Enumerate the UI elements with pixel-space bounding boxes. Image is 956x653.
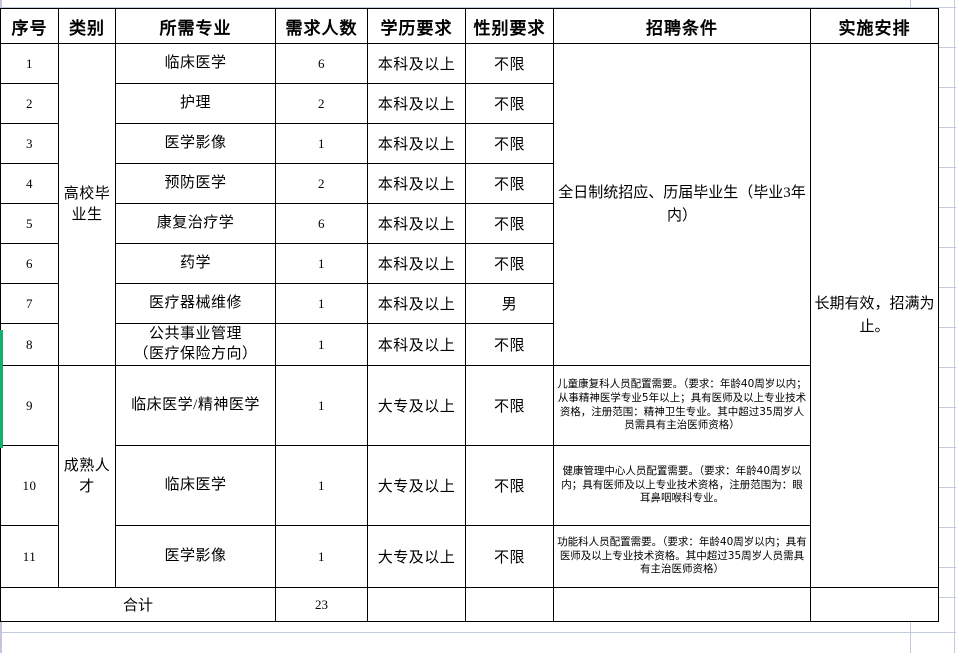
cell-seq: 4 <box>0 163 59 204</box>
cell-count: 6 <box>275 43 368 84</box>
cell-seq: 1 <box>0 43 59 84</box>
cell-seq: 3 <box>0 123 59 164</box>
table-row: 2 护理 2 本科及以上 不限 <box>0 83 939 124</box>
cell-degree: 本科及以上 <box>367 123 466 164</box>
cell-count: 1 <box>275 323 368 366</box>
cell-seq: 5 <box>0 203 59 244</box>
cell-total-gender-empty <box>465 587 554 622</box>
cell-count: 1 <box>275 283 368 324</box>
table-row: 10 临床医学 1 大专及以上 不限 健康管理中心人员配置需要。（要求：年龄40… <box>0 445 939 526</box>
cell-gender: 不限 <box>465 525 554 588</box>
cell-seq: 2 <box>0 83 59 124</box>
cell-major: 公共事业管理 （医疗保险方向） <box>115 323 276 366</box>
cell-degree: 本科及以上 <box>367 83 466 124</box>
cell-degree: 本科及以上 <box>367 203 466 244</box>
cell-condition-graduates: 全日制统招应、历届毕业生（毕业3年内） <box>553 43 811 366</box>
recruitment-plan-table-wrapper: 序号 类别 所需专业 需求人数 学历要求 性别要求 招聘条件 实施安排 1 高校… <box>0 8 939 622</box>
table-row: 11 医学影像 1 大专及以上 不限 功能科人员配置需要。（要求：年龄40周岁以… <box>0 525 939 588</box>
cell-gender: 不限 <box>465 43 554 84</box>
column-header-major: 所需专业 <box>115 8 276 44</box>
cell-major: 医学影像 <box>115 123 276 164</box>
cell-degree: 大专及以上 <box>367 365 466 446</box>
cell-count: 1 <box>275 445 368 526</box>
cell-condition: 儿童康复科人员配置需要。（要求：年龄40周岁以内；从事精神医学专业5年以上；具有… <box>553 365 811 446</box>
cell-gender: 男 <box>465 283 554 324</box>
table-row: 8 公共事业管理 （医疗保险方向） 1 本科及以上 不限 <box>0 323 939 366</box>
cell-gender: 不限 <box>465 203 554 244</box>
cell-gender: 不限 <box>465 123 554 164</box>
cell-major: 护理 <box>115 83 276 124</box>
column-header-degree: 学历要求 <box>367 8 466 44</box>
table-row: 1 高校毕 业生 临床医学 6 本科及以上 不限 全日制统招应、历届毕业生（毕业… <box>0 43 939 588</box>
cell-seq: 10 <box>0 445 59 526</box>
cell-schedule-merged: 长期有效，招满为止。 <box>810 43 939 588</box>
cell-total-value: 23 <box>275 587 368 622</box>
cell-major: 康复治疗学 <box>115 203 276 244</box>
cell-condition: 健康管理中心人员配置需要。（要求：年龄40周岁以内；具有医师及以上专业技术资格，… <box>553 445 811 526</box>
column-header-schedule: 实施安排 <box>810 8 939 44</box>
column-header-gender: 性别要求 <box>465 8 554 44</box>
table-row: 9 成熟人 才 临床医学/精神医学 1 大专及以上 不限 儿童康复科人员配置需要… <box>0 365 939 588</box>
cell-degree: 大专及以上 <box>367 445 466 526</box>
cell-seq: 7 <box>0 283 59 324</box>
cell-major: 医学影像 <box>115 525 276 588</box>
cell-degree: 本科及以上 <box>367 243 466 284</box>
cell-seq: 11 <box>0 525 59 588</box>
table-row: 3 医学影像 1 本科及以上 不限 <box>0 123 939 164</box>
cell-major: 临床医学 <box>115 445 276 526</box>
cell-count: 2 <box>275 163 368 204</box>
category-label-experienced: 成熟人 才 <box>63 458 111 495</box>
cell-count: 1 <box>275 525 368 588</box>
cell-count: 2 <box>275 83 368 124</box>
cell-count: 6 <box>275 203 368 244</box>
cell-degree: 本科及以上 <box>367 163 466 204</box>
table-total-row: 合计 23 <box>0 587 939 622</box>
cell-total-schedule-empty <box>810 587 939 622</box>
column-header-seq: 序号 <box>0 8 59 44</box>
cell-degree: 本科及以上 <box>367 323 466 366</box>
table-row: 7 医疗器械维修 1 本科及以上 男 <box>0 283 939 324</box>
cell-gender: 不限 <box>465 323 554 366</box>
cell-count: 1 <box>275 365 368 446</box>
cell-gender: 不限 <box>465 365 554 446</box>
cell-seq: 8 <box>0 323 59 366</box>
column-header-count: 需求人数 <box>275 8 368 44</box>
cell-gender: 不限 <box>465 445 554 526</box>
cell-major: 临床医学 <box>115 43 276 84</box>
cell-gender: 不限 <box>465 163 554 204</box>
cell-total-condition-empty <box>553 587 811 622</box>
cell-condition: 功能科人员配置需要。（要求：年龄40周岁以内；具有医师及以上专业技术资格。其中超… <box>553 525 811 588</box>
column-header-condition: 招聘条件 <box>553 8 811 44</box>
cell-major: 预防医学 <box>115 163 276 204</box>
cell-degree: 本科及以上 <box>367 283 466 324</box>
cell-category-group-experienced: 成熟人 才 <box>58 365 116 588</box>
cell-gender: 不限 <box>465 243 554 284</box>
recruitment-plan-table: 序号 类别 所需专业 需求人数 学历要求 性别要求 招聘条件 实施安排 1 高校… <box>0 8 939 622</box>
column-header-category: 类别 <box>58 8 116 44</box>
cell-gender: 不限 <box>465 83 554 124</box>
table-header-row: 序号 类别 所需专业 需求人数 学历要求 性别要求 招聘条件 实施安排 <box>0 8 939 44</box>
cell-total-label: 合计 <box>0 587 276 622</box>
cell-major: 药学 <box>115 243 276 284</box>
cell-major: 医疗器械维修 <box>115 283 276 324</box>
table-row: 6 药学 1 本科及以上 不限 <box>0 243 939 284</box>
cell-seq: 6 <box>0 243 59 284</box>
cell-degree: 本科及以上 <box>367 43 466 84</box>
cell-total-degree-empty <box>367 587 466 622</box>
category-label-graduates: 高校毕 业生 <box>63 186 111 223</box>
cell-count: 1 <box>275 243 368 284</box>
cell-count: 1 <box>275 123 368 164</box>
cell-degree: 大专及以上 <box>367 525 466 588</box>
table-body: 1 高校毕 业生 临床医学 6 本科及以上 不限 全日制统招应、历届毕业生（毕业… <box>0 43 939 622</box>
cell-major: 临床医学/精神医学 <box>115 365 276 446</box>
cell-category-group-graduates: 高校毕 业生 <box>58 43 116 366</box>
cell-seq: 9 <box>0 365 59 446</box>
